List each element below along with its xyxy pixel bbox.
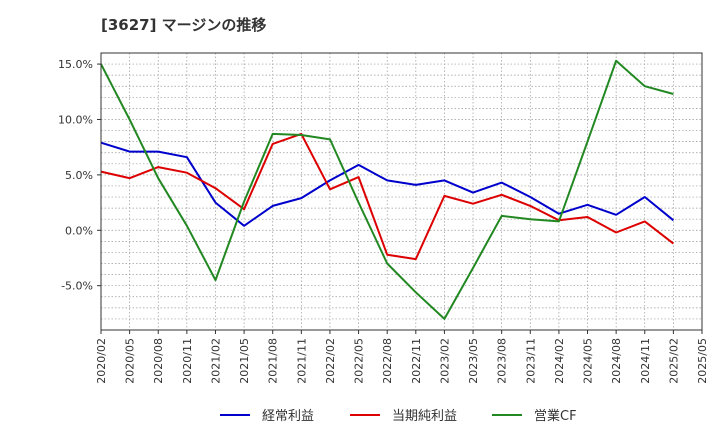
x-tick-label: 2020/11: [181, 338, 194, 384]
x-tick-label: 2022/02: [324, 338, 337, 384]
y-tick-label: 0.0%: [65, 224, 93, 237]
legend: 経常利益 当期純利益 営業CF: [220, 408, 577, 424]
chart-title: [3627] マージンの推移: [101, 16, 267, 34]
x-tick-label: 2023/11: [524, 338, 537, 384]
x-tick-label: 2024/02: [553, 338, 566, 384]
x-tick-label: 2020/05: [124, 338, 137, 384]
y-axis-ticks: 15.0% 10.0% 5.0% 0.0% -5.0%: [58, 58, 101, 293]
series-lines: [100, 59, 675, 320]
x-tick-label: 2021/05: [238, 338, 251, 384]
x-tick-label: 2022/05: [353, 338, 366, 384]
x-tick-label: 2023/02: [438, 338, 451, 384]
legend-label: 営業CF: [534, 408, 577, 424]
series-line: [100, 141, 675, 227]
series-line: [100, 132, 675, 261]
x-tick-label: 2022/08: [381, 338, 394, 384]
x-tick-label: 2021/08: [267, 338, 280, 384]
y-tick-label: 15.0%: [58, 58, 93, 71]
x-tick-label: 2020/02: [95, 338, 108, 384]
x-tick-label: 2024/11: [639, 338, 652, 384]
x-tick-label: 2023/05: [467, 338, 480, 384]
y-tick-label: 5.0%: [65, 169, 93, 182]
x-tick-label: 2024/05: [582, 338, 595, 384]
plot-frame: [100, 52, 703, 331]
grid: [101, 53, 702, 330]
series-line: [100, 59, 674, 320]
x-tick-label: 2021/11: [295, 338, 308, 384]
x-tick-label: 2023/08: [496, 338, 509, 384]
x-tick-label: 2020/08: [152, 338, 165, 384]
x-tick-label: 2024/08: [610, 338, 623, 384]
x-tick-label: 2025/05: [696, 338, 709, 384]
x-axis-ticks: 2020/02 2020/05 2020/08 2020/11 2021/02 2021/…: [95, 330, 709, 384]
y-tick-label: 10.0%: [58, 113, 93, 126]
x-tick-label: 2022/11: [410, 338, 423, 384]
x-tick-label: 2025/02: [667, 338, 680, 384]
x-tick-label: 2021/02: [209, 338, 222, 384]
legend-label: 経常利益: [262, 409, 314, 424]
y-tick-label: -5.0%: [61, 280, 93, 293]
legend-label: 当期純利益: [392, 409, 457, 424]
